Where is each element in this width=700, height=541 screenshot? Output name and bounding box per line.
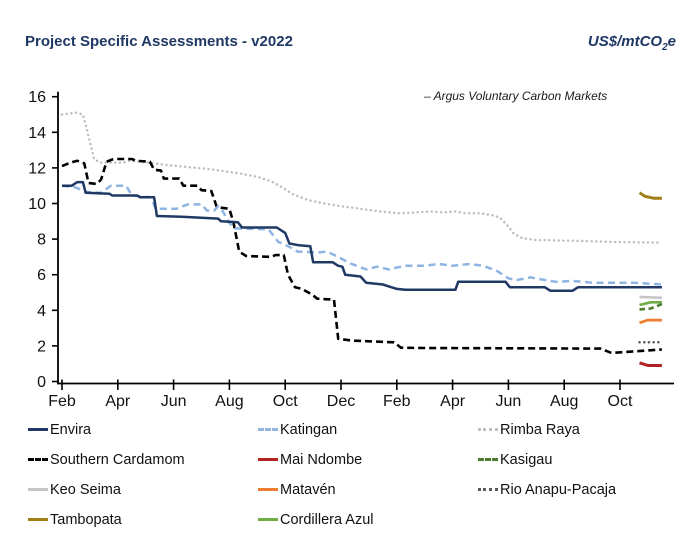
source-annotation: – Argus Voluntary Carbon Markets	[424, 89, 608, 103]
x-tick-label: Apr	[105, 393, 131, 410]
y-tick-label: 16	[28, 89, 46, 106]
legend-swatch-dashed	[28, 458, 48, 461]
legend-item: Rio Anapu-Pacaja	[478, 481, 688, 498]
legend-item: Cordillera Azul	[258, 511, 478, 528]
legend-item: Mai Ndombe	[258, 451, 478, 468]
price-chart: 0 2 4 6 8 10 12 14 16 Feb Apr Jun Aug Oct Dec Feb Apr Jun…	[28, 89, 674, 410]
x-tick-label: Dec	[327, 393, 355, 410]
legend-label: Matavén	[280, 481, 336, 498]
legend-label: Katingan	[280, 421, 338, 438]
legend-swatch-dotted	[478, 488, 498, 491]
y-tick-label: 0	[37, 374, 46, 391]
legend-swatch-solid	[258, 488, 278, 491]
x-tick-label: Aug	[550, 393, 578, 410]
x-tick-label: Aug	[215, 393, 243, 410]
legend-swatch-solid	[28, 518, 48, 521]
legend-item: Envira	[28, 421, 258, 438]
legend-label: Southern Cardamom	[50, 451, 185, 468]
legend-swatch-dashed	[258, 428, 278, 431]
series-keo-seima	[639, 295, 662, 300]
legend-swatch-dashed	[478, 458, 498, 461]
y-tick-label: 2	[37, 338, 46, 355]
legend-item: Katingan	[258, 421, 478, 438]
series-matav-n	[639, 318, 662, 325]
y-tick-label: 14	[28, 125, 46, 142]
y-tick-label: 6	[37, 267, 46, 284]
series-mai-ndombe	[639, 361, 662, 367]
x-tick-label: Jun	[496, 393, 522, 410]
legend-swatch-solid	[258, 458, 278, 461]
legend-swatch-solid	[28, 428, 48, 431]
legend-swatch-solid	[28, 488, 48, 491]
legend-label: Keo Seima	[50, 481, 121, 498]
legend-label: Tambopata	[50, 511, 122, 528]
x-tick-label: Feb	[383, 393, 411, 410]
series-cordillera-azul	[639, 300, 662, 307]
legend-label: Rio Anapu-Pacaja	[500, 481, 617, 498]
x-tick-label: Oct	[608, 393, 633, 410]
series-southern-cardamom	[61, 157, 662, 355]
legend-swatch-solid	[258, 518, 278, 521]
y-tick-label: 8	[37, 232, 46, 249]
legend-label: Envira	[50, 421, 92, 438]
legend-swatch-dotted	[478, 428, 498, 431]
legend-item: Matavén	[258, 481, 478, 498]
series-kasigau	[639, 302, 663, 311]
series-katingan	[61, 184, 662, 286]
legend-item: Rimba Raya	[478, 421, 688, 438]
series-tambopata	[638, 191, 662, 200]
legend-item: Keo Seima	[28, 481, 258, 498]
y-tick-label: 4	[37, 303, 46, 320]
units-label: US$/mtCO2e	[587, 33, 676, 53]
legend-label: Cordillera Azul	[280, 511, 374, 528]
y-tick-label: 12	[28, 160, 46, 177]
x-tick-label: Jun	[161, 393, 187, 410]
legend: Envira Katingan Rimba Raya Southern Cardamo…	[28, 421, 688, 528]
x-tick-label: Apr	[440, 393, 466, 410]
legend-label: Mai Ndombe	[280, 451, 363, 468]
y-tick-label: 10	[28, 196, 46, 213]
legend-item: Tambopata	[28, 511, 258, 528]
x-tick-label: Oct	[273, 393, 298, 410]
x-tick-label: Feb	[48, 393, 76, 410]
legend-label: Rimba Raya	[500, 421, 580, 438]
series-envira	[62, 180, 662, 292]
series-rimba-raya	[60, 111, 664, 244]
legend-label: Kasigau	[500, 451, 553, 468]
legend-item: Kasigau	[478, 451, 688, 468]
legend-item: Southern Cardamom	[28, 451, 258, 468]
page-title: Project Specific Assessments - v2022	[25, 33, 293, 50]
